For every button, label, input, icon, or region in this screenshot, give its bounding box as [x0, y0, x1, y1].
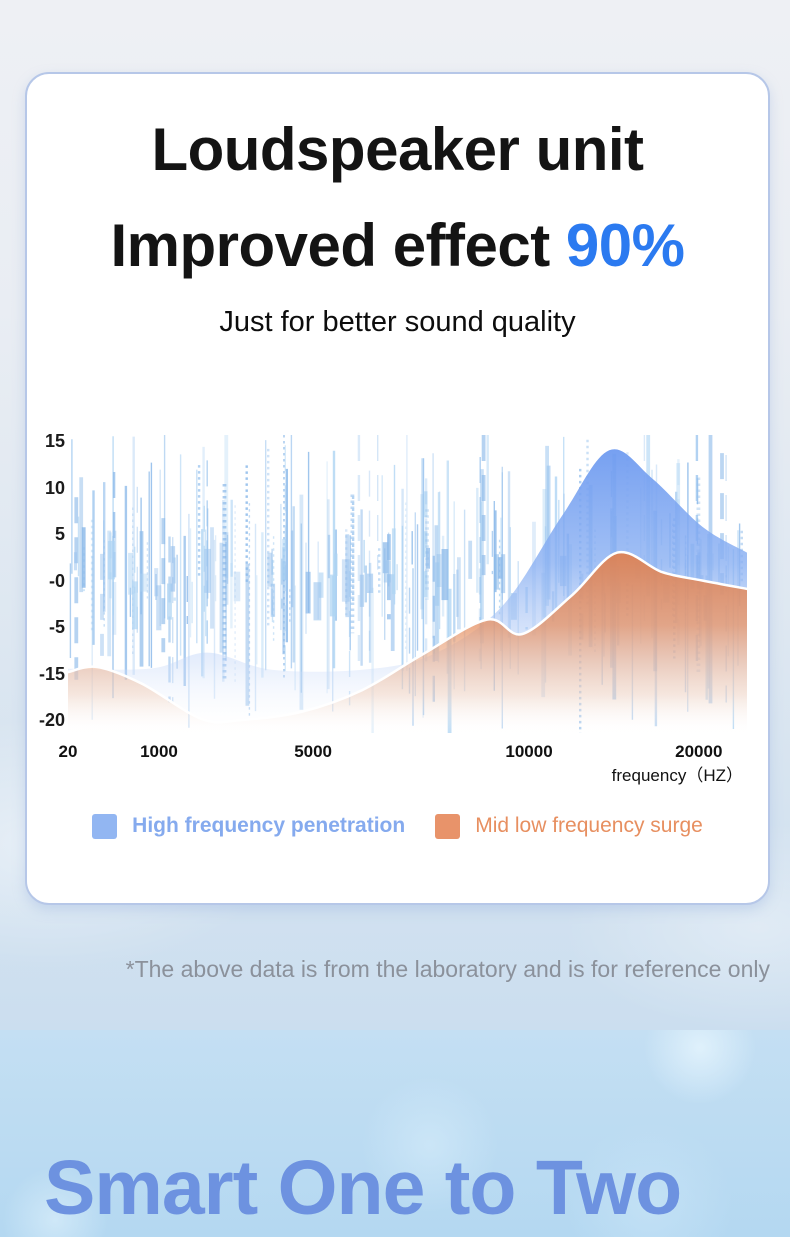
disclaimer-text: *The above data is from the laboratory a… — [125, 956, 770, 982]
y-tick-label: -15 — [38, 663, 65, 684]
footer-headline: Smart One to Two — [44, 1145, 682, 1231]
page-subtitle: Just for better sound quality — [219, 306, 576, 338]
legend-swatch-orange — [435, 813, 461, 839]
x-tick-label: 20000 — [675, 742, 723, 761]
y-tick-label: -5 — [48, 617, 65, 637]
x-tick-label: 20 — [58, 742, 78, 761]
legend-item-high-frequency: High frequency penetration — [92, 813, 406, 839]
info-card: Loudspeaker unit Improved effect 90% Jus… — [25, 72, 770, 905]
chart-legend: High frequency penetration Mid low frequ… — [27, 812, 768, 840]
x-axis-title: frequency（HZ） — [611, 766, 743, 785]
y-tick-label: -20 — [38, 710, 65, 730]
y-tick-label: 10 — [44, 477, 65, 498]
area-series-1 — [68, 552, 747, 735]
legend-label-high-frequency: High frequency penetration — [132, 814, 406, 837]
y-tick-label: 15 — [44, 431, 65, 451]
title-highlight-percent: 90% — [565, 212, 685, 279]
area-top-stroke-1 — [68, 550, 747, 724]
legend-swatch-blue — [92, 813, 118, 839]
page-title-line2: Improved effect 90% — [27, 198, 768, 294]
page-title-line1: Loudspeaker unit — [151, 116, 644, 183]
y-tick-label: -0 — [48, 570, 65, 591]
legend-item-mid-low-frequency: Mid low frequency surge — [435, 813, 703, 839]
legend-label-mid-low-frequency: Mid low frequency surge — [475, 814, 703, 837]
title-text: Improved effect — [110, 212, 550, 279]
x-tick-label: 5000 — [294, 742, 333, 761]
y-tick-label: 5 — [54, 524, 65, 544]
x-tick-label: 10000 — [505, 742, 553, 761]
chart-plot — [68, 435, 747, 735]
x-tick-label: 1000 — [140, 742, 178, 761]
title-block: Loudspeaker unit Improved effect 90% Jus… — [27, 74, 768, 339]
sky-background — [0, 1030, 790, 1237]
